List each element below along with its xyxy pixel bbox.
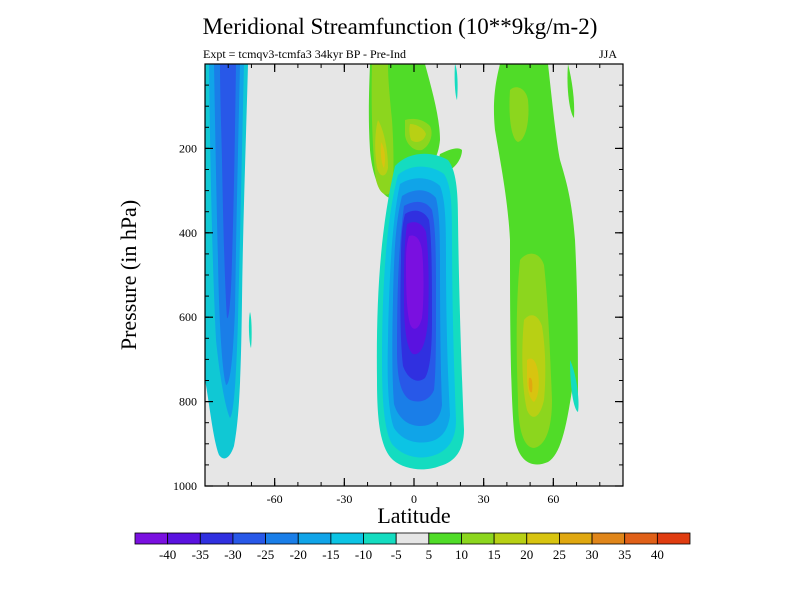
x-axis-label: Latitude [377, 503, 450, 528]
chart-title: Meridional Streamfunction (10**9kg/m-2) [202, 14, 598, 39]
axis-ticks [204, 64, 624, 487]
colorbar-label: 25 [553, 547, 566, 562]
colorbar-swatch [559, 532, 593, 545]
chart-subtitle: Expt = tcmqv3-tcmfa3 34kyr BP - Pre-Ind [203, 47, 406, 61]
colorbar-swatch [493, 532, 528, 545]
colorbar-label: -30 [224, 547, 241, 562]
colorbar-swatch [526, 532, 560, 545]
colorbar-swatch [395, 532, 430, 545]
colorbar-label: -20 [290, 547, 307, 562]
negative-cell-south [205, 64, 252, 459]
x-tick-label: -60 [267, 492, 283, 506]
axis-tick-labels: -60 -30 0 30 60 200 400 600 800 1000 [173, 141, 559, 506]
y-tick-label: 600 [179, 310, 197, 324]
y-tick-label: 400 [179, 226, 197, 240]
colorbar-swatch [167, 532, 201, 545]
colorbar-labels: -40 -35 -30 -25 -20 -15 -10 -5 5 10 15 20 25 30 35 40 [159, 547, 664, 562]
colorbar-label: -10 [355, 547, 372, 562]
y-tick-label: 200 [179, 141, 197, 155]
x-tick-label: 0 [411, 492, 417, 506]
negative-cell-equator [376, 153, 464, 470]
x-tick-label: 30 [478, 492, 490, 506]
colorbar-swatch [265, 532, 299, 545]
colorbar-swatch [297, 532, 332, 545]
colorbar-swatch [330, 532, 364, 545]
y-tick-label: 1000 [173, 479, 197, 493]
colorbar-label: 15 [488, 547, 501, 562]
contour-fields [205, 64, 579, 470]
colorbar-label: -35 [192, 547, 209, 562]
colorbar-swatch [461, 532, 495, 545]
colorbar-label: 30 [586, 547, 599, 562]
colorbar [134, 532, 691, 545]
colorbar-swatch [232, 532, 266, 545]
colorbar-swatch [363, 532, 397, 545]
x-tick-label: 60 [547, 492, 559, 506]
colorbar-swatch [591, 532, 626, 545]
y-tick-label: 800 [179, 395, 197, 409]
colorbar-swatch [624, 532, 658, 545]
colorbar-label: 20 [520, 547, 533, 562]
colorbar-label: -25 [257, 547, 274, 562]
colorbar-label: 10 [455, 547, 468, 562]
colorbar-swatch [656, 532, 691, 545]
y-axis-label: Pressure (in hPa) [116, 200, 141, 350]
colorbar-label: -15 [322, 547, 339, 562]
colorbar-label: -5 [391, 547, 402, 562]
colorbar-label: 40 [651, 547, 664, 562]
x-tick-label: -30 [336, 492, 352, 506]
colorbar-label: 35 [618, 547, 631, 562]
positive-cell-north [493, 64, 579, 465]
colorbar-swatch [428, 532, 462, 545]
season-label: JJA [599, 47, 618, 61]
colorbar-label: -40 [159, 547, 176, 562]
colorbar-swatch [134, 532, 169, 545]
colorbar-label: 5 [426, 547, 433, 562]
colorbar-swatch [199, 532, 234, 545]
